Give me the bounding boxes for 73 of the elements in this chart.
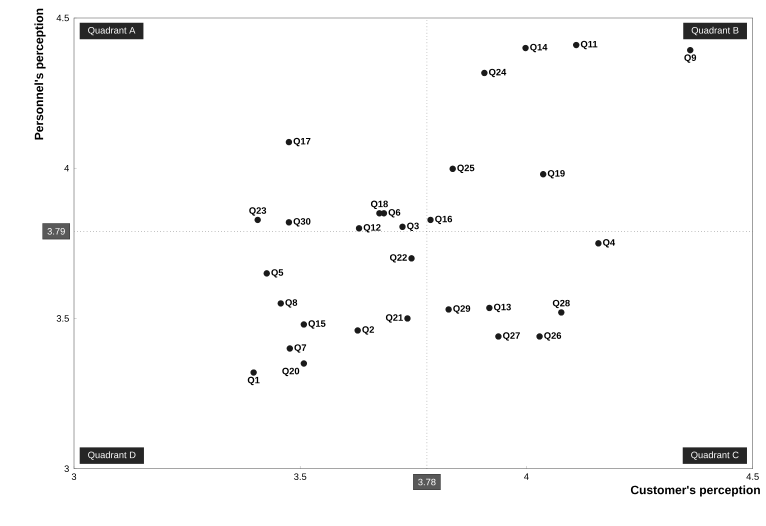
point xyxy=(300,360,308,367)
annotation: Q30 xyxy=(294,218,310,226)
annotation: Q11 xyxy=(580,40,598,50)
annotation: Q9 xyxy=(684,54,696,63)
annotation: Q12 xyxy=(364,224,381,232)
y-tick-label: 4 xyxy=(64,165,70,172)
x-axis-title: Customer's perception xyxy=(630,485,760,497)
point xyxy=(536,333,543,340)
annotation: Q5 xyxy=(271,269,284,278)
point xyxy=(399,224,406,230)
annotation: Quadrant B xyxy=(692,26,738,36)
annotation: Q6 xyxy=(388,209,400,218)
annotation: Q24 xyxy=(489,68,506,78)
ref-line-label: 3.78 xyxy=(418,478,436,486)
point xyxy=(558,309,564,316)
y-tick-label: 4.5 xyxy=(56,14,69,22)
annotation: Q26 xyxy=(544,332,562,341)
annotation: Quadrant A xyxy=(88,26,136,36)
point xyxy=(522,44,529,52)
annotation: Quadrant D xyxy=(88,451,136,460)
point xyxy=(278,300,284,307)
point xyxy=(286,345,294,352)
y-tick-label: 3 xyxy=(64,465,69,472)
y-tick-label: 3.5 xyxy=(56,315,69,322)
point xyxy=(445,306,452,313)
annotation: Q22 xyxy=(390,254,407,263)
annotation: Q25 xyxy=(457,164,474,174)
annotation: Q7 xyxy=(294,344,306,353)
point xyxy=(254,216,261,224)
annotation: Q14 xyxy=(530,44,548,52)
annotation: Q8 xyxy=(285,299,298,308)
point xyxy=(450,166,456,172)
annotation: Q20 xyxy=(282,368,300,376)
y-axis-title: Personnel's perception xyxy=(34,8,46,140)
point xyxy=(573,42,580,48)
point xyxy=(540,171,546,178)
annotation: Q16 xyxy=(435,216,452,224)
annotation: Q1 xyxy=(248,376,260,386)
point xyxy=(250,369,257,376)
point xyxy=(356,225,362,232)
annotation: Q28 xyxy=(552,300,570,308)
annotation: Q23 xyxy=(249,207,266,216)
annotation: Q13 xyxy=(494,304,511,312)
point xyxy=(376,210,383,216)
x-tick-label: 4 xyxy=(524,473,529,480)
annotation: Q27 xyxy=(503,332,520,341)
point xyxy=(264,270,270,277)
point xyxy=(486,304,493,312)
point xyxy=(427,216,434,224)
annotation: Q15 xyxy=(308,320,326,329)
point xyxy=(286,138,292,146)
annotation: Quadrant C xyxy=(691,451,739,460)
annotation: Q18 xyxy=(370,200,388,210)
point xyxy=(408,255,415,262)
x-tick-label: 4.5 xyxy=(746,473,759,480)
annotation: Q3 xyxy=(407,222,419,231)
annotation: Q4 xyxy=(603,239,616,248)
annotation: Q21 xyxy=(386,314,403,323)
point xyxy=(495,333,502,340)
point xyxy=(354,327,361,334)
x-tick-label: 3.5 xyxy=(294,473,306,480)
point xyxy=(300,321,308,328)
point xyxy=(481,70,488,76)
annotation: Q2 xyxy=(362,326,374,335)
annotation: Q19 xyxy=(548,170,565,178)
point xyxy=(404,315,411,322)
annotation: Q29 xyxy=(453,305,470,314)
point xyxy=(595,240,602,247)
annotation: Q17 xyxy=(294,138,310,146)
x-tick-label: 3 xyxy=(72,473,76,480)
point xyxy=(687,46,694,54)
point xyxy=(286,219,292,226)
ref-line-label: 3.79 xyxy=(47,228,65,235)
